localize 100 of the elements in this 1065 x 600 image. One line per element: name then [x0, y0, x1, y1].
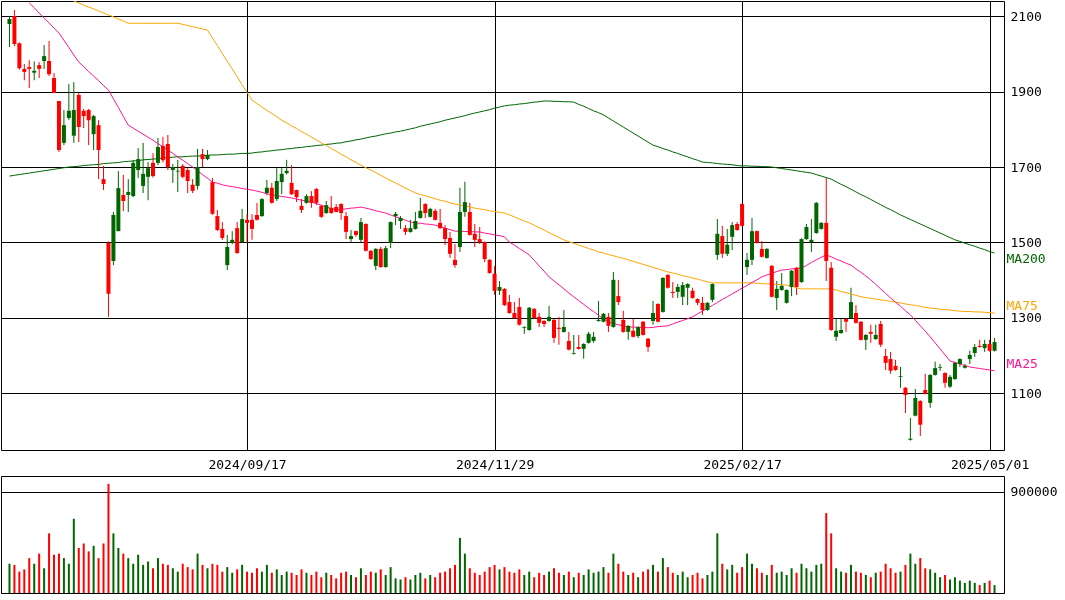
candlestick	[933, 361, 938, 377]
bar	[176, 571, 179, 593]
bar	[236, 569, 239, 593]
candlestick	[349, 229, 354, 243]
bar	[953, 577, 956, 593]
bar	[666, 567, 669, 593]
bar	[147, 561, 150, 593]
candlestick	[720, 225, 725, 259]
bar	[43, 568, 46, 593]
bar	[830, 533, 833, 593]
bar	[290, 572, 293, 593]
bar	[226, 567, 229, 593]
bar	[246, 571, 249, 593]
candlestick	[561, 309, 566, 334]
bar	[211, 563, 214, 593]
bar	[453, 564, 456, 593]
candlestick	[165, 134, 170, 171]
bar	[379, 569, 382, 593]
bar	[315, 571, 318, 593]
series-label: MA25	[1006, 355, 1038, 371]
bar	[963, 582, 966, 593]
bar	[340, 572, 343, 593]
candlestick	[621, 310, 626, 334]
candlestick	[155, 137, 160, 166]
y-tick-label: 1500	[1010, 234, 1042, 250]
candlestick	[418, 197, 423, 220]
y-tick-label: 1900	[1010, 84, 1042, 100]
bar	[280, 575, 283, 593]
line-series	[28, 2, 996, 372]
bar	[899, 571, 902, 593]
bar	[780, 571, 783, 593]
bar	[270, 572, 273, 593]
candlestick	[47, 40, 52, 77]
bar	[884, 563, 887, 593]
candlestick	[789, 269, 794, 297]
bar	[929, 569, 932, 593]
bar	[671, 572, 674, 593]
bar	[493, 564, 496, 593]
bar	[656, 571, 659, 593]
bar	[864, 575, 867, 593]
bar	[295, 575, 298, 593]
candlestick	[383, 245, 388, 269]
bar	[958, 580, 961, 593]
bar	[171, 568, 174, 593]
bar	[968, 580, 971, 593]
bar	[251, 572, 254, 593]
bar	[206, 568, 209, 593]
candlestick	[32, 60, 37, 81]
bar	[948, 579, 951, 593]
y-tick-label: 1700	[1010, 159, 1042, 175]
bar	[300, 569, 303, 593]
bar	[23, 569, 26, 593]
candlestick	[462, 181, 467, 218]
bar	[973, 582, 976, 593]
bar	[429, 575, 432, 593]
bar	[825, 513, 828, 593]
bar	[627, 575, 630, 593]
candlestick	[868, 324, 873, 344]
bar	[691, 575, 694, 593]
bar	[716, 533, 719, 593]
bar	[28, 558, 31, 593]
bar	[181, 563, 184, 593]
bar	[765, 575, 768, 593]
bar	[651, 564, 654, 593]
bar	[894, 572, 897, 593]
bar	[414, 575, 417, 593]
bar	[835, 568, 838, 593]
bar	[434, 577, 437, 593]
bar	[275, 569, 278, 593]
bar	[518, 569, 521, 593]
bar	[285, 571, 288, 593]
bar	[879, 571, 882, 593]
bar	[810, 571, 813, 593]
candlestick	[616, 279, 621, 306]
bar	[701, 578, 704, 593]
bar	[775, 572, 778, 593]
candlestick	[903, 386, 908, 414]
candlestick	[378, 246, 383, 269]
bar	[914, 563, 917, 593]
bar	[191, 569, 194, 593]
candlestick	[715, 218, 720, 261]
bar	[137, 554, 140, 593]
bar	[255, 568, 258, 593]
bar	[642, 571, 645, 593]
x-tick-label: 2025/05/01	[950, 456, 1030, 472]
bar	[681, 571, 684, 593]
bar	[122, 553, 125, 593]
bar	[845, 572, 848, 593]
bar	[478, 575, 481, 593]
bar	[909, 553, 912, 593]
bar	[374, 572, 377, 593]
bar	[904, 564, 907, 593]
candlestick	[245, 213, 250, 244]
bar	[805, 568, 808, 593]
bar	[820, 563, 823, 593]
bar	[196, 553, 199, 593]
candlestick	[195, 148, 200, 191]
bar	[305, 572, 308, 593]
bar	[142, 564, 145, 593]
bar	[389, 567, 392, 593]
